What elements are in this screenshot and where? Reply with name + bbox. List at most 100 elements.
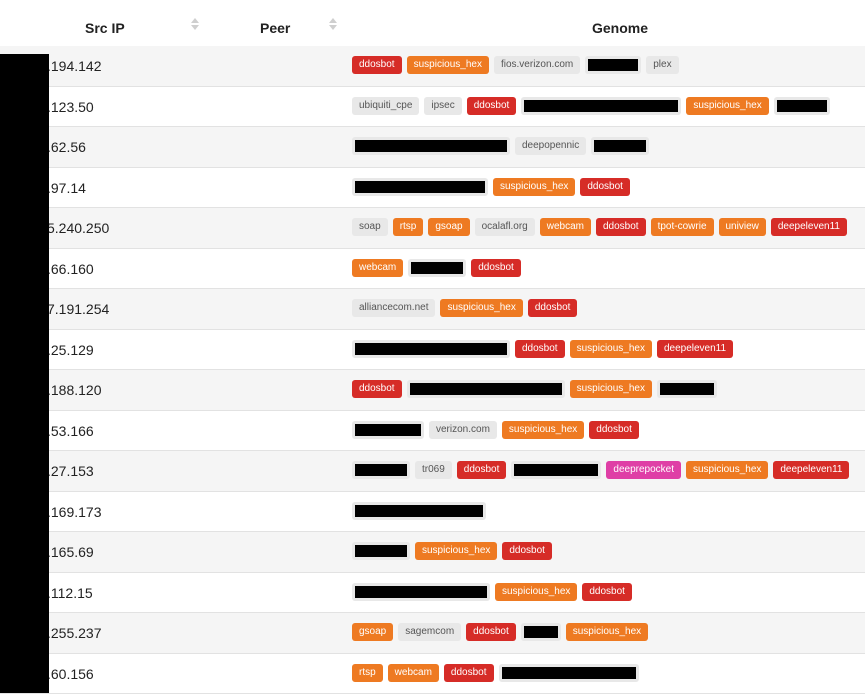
table-header: Src IP Peer Genome [0, 0, 865, 47]
genome-tag[interactable]: gsoap [428, 218, 469, 236]
genome-tag[interactable]: rtsp [393, 218, 424, 236]
genome-cell: tr069 ddosbot deeprepocket suspicious_hex de… [352, 461, 854, 481]
src-ip-cell: .53.166 [47, 411, 94, 451]
genome-tag[interactable]: uniview [719, 218, 766, 236]
genome-tag[interactable]: tpot-cowrie [651, 218, 714, 236]
redacted-tag[interactable] [511, 461, 601, 479]
genome-tag[interactable]: fios.verizon.com [494, 56, 580, 74]
redacted-tag[interactable] [352, 340, 510, 358]
genome-tag[interactable]: ddosbot [471, 259, 521, 277]
genome-tag[interactable]: suspicious_hex [686, 461, 768, 479]
redacted-tag[interactable] [521, 623, 561, 641]
sort-icon[interactable] [191, 18, 199, 32]
redacted-tag[interactable] [352, 542, 410, 560]
genome-cell: ubiquiti_cpe ipsec ddosbot suspicious_hex [352, 97, 835, 117]
genome-tag[interactable]: ddosbot [352, 380, 402, 398]
redacted-tag[interactable] [408, 259, 466, 277]
column-header-peer[interactable]: Peer [260, 0, 290, 46]
genome-cell: ddosbot suspicious_hex [352, 380, 722, 400]
genome-tag[interactable]: ipsec [424, 97, 461, 115]
genome-tag[interactable]: ddosbot [444, 664, 494, 682]
genome-tag[interactable]: ddosbot [528, 299, 578, 317]
redacted-tag[interactable] [407, 380, 565, 398]
genome-tag[interactable]: webcam [540, 218, 591, 236]
genome-tag[interactable]: ddosbot [582, 583, 632, 601]
genome-tag[interactable]: ocalafl.org [475, 218, 535, 236]
genome-tag[interactable]: ddosbot [589, 421, 639, 439]
genome-tag[interactable]: rtsp [352, 664, 383, 682]
redacted-tag[interactable] [352, 421, 424, 439]
genome-tag[interactable]: ddosbot [467, 97, 517, 115]
redacted-tag[interactable] [521, 97, 681, 115]
genome-tag[interactable]: suspicious_hex [502, 421, 584, 439]
redacted-tag[interactable] [774, 97, 830, 115]
src-ip-cell: .112.15 [47, 573, 93, 613]
table-row[interactable]: .255.237 gsoap sagemcom ddosbot suspicious_h… [0, 613, 865, 654]
redacted-tag[interactable] [591, 137, 649, 155]
genome-cell: verizon.com suspicious_hex ddosbot [352, 421, 644, 441]
genome-tag[interactable]: suspicious_hex [495, 583, 577, 601]
genome-tag[interactable]: ddosbot [457, 461, 507, 479]
genome-tag[interactable]: soap [352, 218, 388, 236]
genome-tag[interactable]: suspicious_hex [570, 380, 652, 398]
redacted-tag[interactable] [657, 380, 717, 398]
genome-tag[interactable]: deepeleven11 [657, 340, 733, 358]
genome-tag[interactable]: tr069 [415, 461, 452, 479]
genome-tag[interactable]: ubiquiti_cpe [352, 97, 419, 115]
genome-tag[interactable]: suspicious_hex [415, 542, 497, 560]
redacted-tag[interactable] [352, 178, 488, 196]
redacted-tag[interactable] [352, 461, 410, 479]
genome-tag[interactable]: ddosbot [580, 178, 630, 196]
genome-tag[interactable]: suspicious_hex [566, 623, 648, 641]
table-row[interactable]: .169.173 [0, 492, 865, 533]
genome-tag[interactable]: gsoap [352, 623, 393, 641]
genome-tag[interactable]: sagemcom [398, 623, 461, 641]
genome-tag[interactable]: ddosbot [466, 623, 516, 641]
genome-tag[interactable]: suspicious_hex [686, 97, 768, 115]
redacted-tag[interactable] [352, 583, 490, 601]
genome-tag[interactable]: suspicious_hex [440, 299, 522, 317]
genome-tag[interactable]: deepeleven11 [771, 218, 847, 236]
genome-tag[interactable]: verizon.com [429, 421, 497, 439]
src-ip-cell: .255.237 [47, 613, 102, 653]
src-ip-cell: .27.153 [47, 451, 94, 491]
genome-tag[interactable]: ddosbot [352, 56, 402, 74]
genome-cell: suspicious_hex ddosbot [352, 178, 635, 198]
redacted-tag[interactable] [499, 664, 639, 682]
table-row[interactable]: .27.153 tr069 ddosbot deeprepocket suspiciou… [0, 451, 865, 492]
genome-tag[interactable]: ddosbot [515, 340, 565, 358]
sort-icon[interactable] [329, 18, 337, 32]
genome-tag[interactable]: deeprepocket [606, 461, 681, 479]
genome-tag[interactable]: plex [646, 56, 678, 74]
genome-tag[interactable]: webcam [352, 259, 403, 277]
redacted-tag[interactable] [352, 502, 486, 520]
genome-tag[interactable]: alliancecom.net [352, 299, 435, 317]
genome-tag[interactable]: suspicious_hex [407, 56, 489, 74]
genome-tag[interactable]: deepeleven11 [773, 461, 849, 479]
redacted-tag[interactable] [352, 137, 510, 155]
genome-tag[interactable]: suspicious_hex [493, 178, 575, 196]
genome-cell: webcam ddosbot [352, 259, 526, 279]
redacted-tag[interactable] [585, 56, 641, 74]
column-header-src-ip[interactable]: Src IP [85, 0, 125, 46]
table-row[interactable]: .53.166 verizon.com suspicious_hex ddosbot [0, 411, 865, 452]
table-row[interactable]: .194.142 ddosbot suspicious_hex fios.verizo… [0, 46, 865, 87]
genome-tag[interactable]: webcam [388, 664, 439, 682]
genome-tag[interactable]: suspicious_hex [570, 340, 652, 358]
src-ip-cell: .194.142 [47, 46, 102, 86]
table-row[interactable]: .112.15 suspicious_hex ddosbot [0, 573, 865, 614]
src-ip-cell: .169.173 [47, 492, 102, 532]
genome-tag[interactable]: ddosbot [502, 542, 552, 560]
genome-tag[interactable]: deepopennic [515, 137, 586, 155]
genome-tag[interactable]: ddosbot [596, 218, 646, 236]
